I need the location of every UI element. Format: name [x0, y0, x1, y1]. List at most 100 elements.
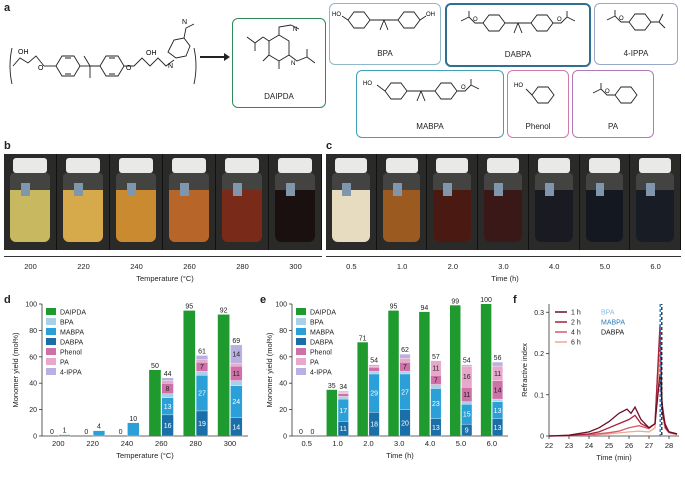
- vial-photo-time: [326, 154, 682, 250]
- vial-liquid: [331, 189, 370, 243]
- vial-photo-temperature: [4, 154, 322, 250]
- y-tick-label: 100: [275, 302, 287, 309]
- svg-text:O: O: [38, 65, 44, 72]
- y-tick-label: 100: [25, 302, 37, 309]
- bar-segment-phenol: [337, 393, 349, 397]
- bar-segment-bpa: [399, 371, 411, 375]
- bar-total-left: 0: [50, 429, 54, 436]
- vial-liquid: [275, 189, 315, 243]
- bar-total-left: 71: [359, 335, 367, 342]
- bar-total-right: 69: [232, 338, 240, 345]
- x-tick-label: 240: [121, 439, 134, 448]
- bar-total-left: 95: [390, 304, 398, 311]
- legend-label: DAIPDA: [60, 310, 86, 317]
- bar-segment-phenol: [368, 367, 380, 372]
- vial-cap: [66, 157, 100, 174]
- x-tick-label: 200: [52, 439, 65, 448]
- svg-text:HO: HO: [332, 12, 341, 18]
- molecule-box-daipda: N N DAIPDA: [232, 18, 326, 108]
- segment-label: 16: [463, 374, 471, 381]
- svg-text:N: N: [291, 61, 295, 67]
- bar-total-right: 54: [370, 358, 378, 365]
- y-tick-label: 20: [29, 407, 37, 414]
- svg-text:O: O: [619, 16, 624, 22]
- segment-label: 8: [166, 386, 170, 393]
- photo-tick-label: 220: [77, 262, 90, 271]
- segment-label: 11: [432, 366, 439, 373]
- bar-total-right: 57: [432, 354, 440, 361]
- photo-tick-label: 0.5: [346, 262, 357, 271]
- bar-segment-bpa: [461, 401, 473, 405]
- segment-label: 13: [494, 408, 502, 415]
- legend-label: BPA: [60, 320, 74, 327]
- bar-segment-4-ippa: [461, 364, 473, 367]
- line-chart-refractive-index: 0 0.1 0.2 0.3 22 23 24 25 26 27 28 Refractive index…: [520, 304, 679, 462]
- x-tick-label: 220: [86, 439, 99, 448]
- x-tick-label: 23: [565, 441, 573, 450]
- svg-text:O: O: [605, 89, 610, 95]
- vial-cap: [334, 157, 367, 174]
- panel-letter-f: f: [513, 294, 517, 306]
- vial-liquid: [433, 189, 472, 243]
- segment-label: 23: [432, 401, 440, 408]
- x-tick-label: 4.0: [425, 439, 435, 448]
- x-tick-label: 1.0: [332, 439, 342, 448]
- x-tick-label: 28: [665, 441, 673, 450]
- vial: [216, 154, 269, 250]
- bar-segment-bpa: [430, 384, 442, 389]
- x-tick-label: 24: [585, 441, 593, 450]
- x-tick-label: 6.0: [487, 439, 497, 448]
- legend-label: BPA: [310, 320, 324, 327]
- segment-label: 20: [401, 420, 409, 427]
- vial-cap: [487, 157, 519, 174]
- photo-tick-label: 260: [183, 262, 196, 271]
- vial-liquid: [585, 189, 624, 243]
- legend-swatch-daipda: [296, 308, 306, 315]
- molecule-box-phenol: HO Phenol: [507, 70, 569, 138]
- sample-chip: [20, 182, 30, 197]
- bar-total-right: 0: [310, 429, 314, 436]
- y-axis-label: Monomer yield (mol%): [265, 332, 274, 408]
- vial: [57, 154, 110, 250]
- photo-tick-label: 2.0: [447, 262, 458, 271]
- segment-label: 16: [164, 423, 172, 430]
- vial-liquid: [636, 189, 675, 243]
- legend-swatch-daipda: [46, 308, 56, 315]
- x-tick-label: 27: [645, 441, 653, 450]
- photo-tick-label: 4.0: [548, 262, 560, 271]
- y-tick-label: 0: [33, 434, 37, 441]
- vial-liquid: [116, 189, 156, 243]
- legend-label: 2 h: [571, 320, 581, 327]
- bar-segment-4-ippa: [399, 354, 411, 359]
- bar-total-right: 1: [63, 428, 67, 435]
- sample-chip: [646, 182, 656, 197]
- y-tick-label: 80: [29, 328, 37, 335]
- bar-total-left: 94: [420, 305, 428, 312]
- vial: [630, 154, 682, 250]
- legend-swatch-pa: [296, 358, 306, 365]
- legend-label: PA: [60, 360, 69, 367]
- segment-label: 13: [494, 425, 502, 432]
- sample-chip: [285, 182, 295, 197]
- legend-swatch-bpa: [46, 318, 56, 325]
- legend-swatch-dabpa: [46, 338, 56, 345]
- segment-label: 9: [465, 428, 469, 435]
- molecule-label-dabpa: DABPA: [504, 50, 532, 59]
- segment-label: 17: [339, 408, 347, 415]
- y-tick-label: 40: [29, 381, 37, 388]
- svg-text:HO: HO: [514, 83, 523, 89]
- segment-label: 27: [401, 389, 409, 396]
- bar-daipda: [183, 310, 196, 436]
- segment-label: 14: [494, 387, 502, 394]
- bar-segment-mabpa: [127, 422, 140, 437]
- vial-liquid: [382, 189, 421, 243]
- legend-label: MABPA: [310, 330, 334, 337]
- bar-daipda: [419, 311, 430, 436]
- pa-structure: O: [592, 83, 638, 104]
- vial-liquid: [484, 189, 522, 243]
- polymer-structure: OH O O OH N N: [9, 19, 197, 85]
- segment-label: 7: [403, 364, 407, 371]
- segment-label: 29: [370, 391, 378, 398]
- segment-label: 18: [370, 422, 378, 429]
